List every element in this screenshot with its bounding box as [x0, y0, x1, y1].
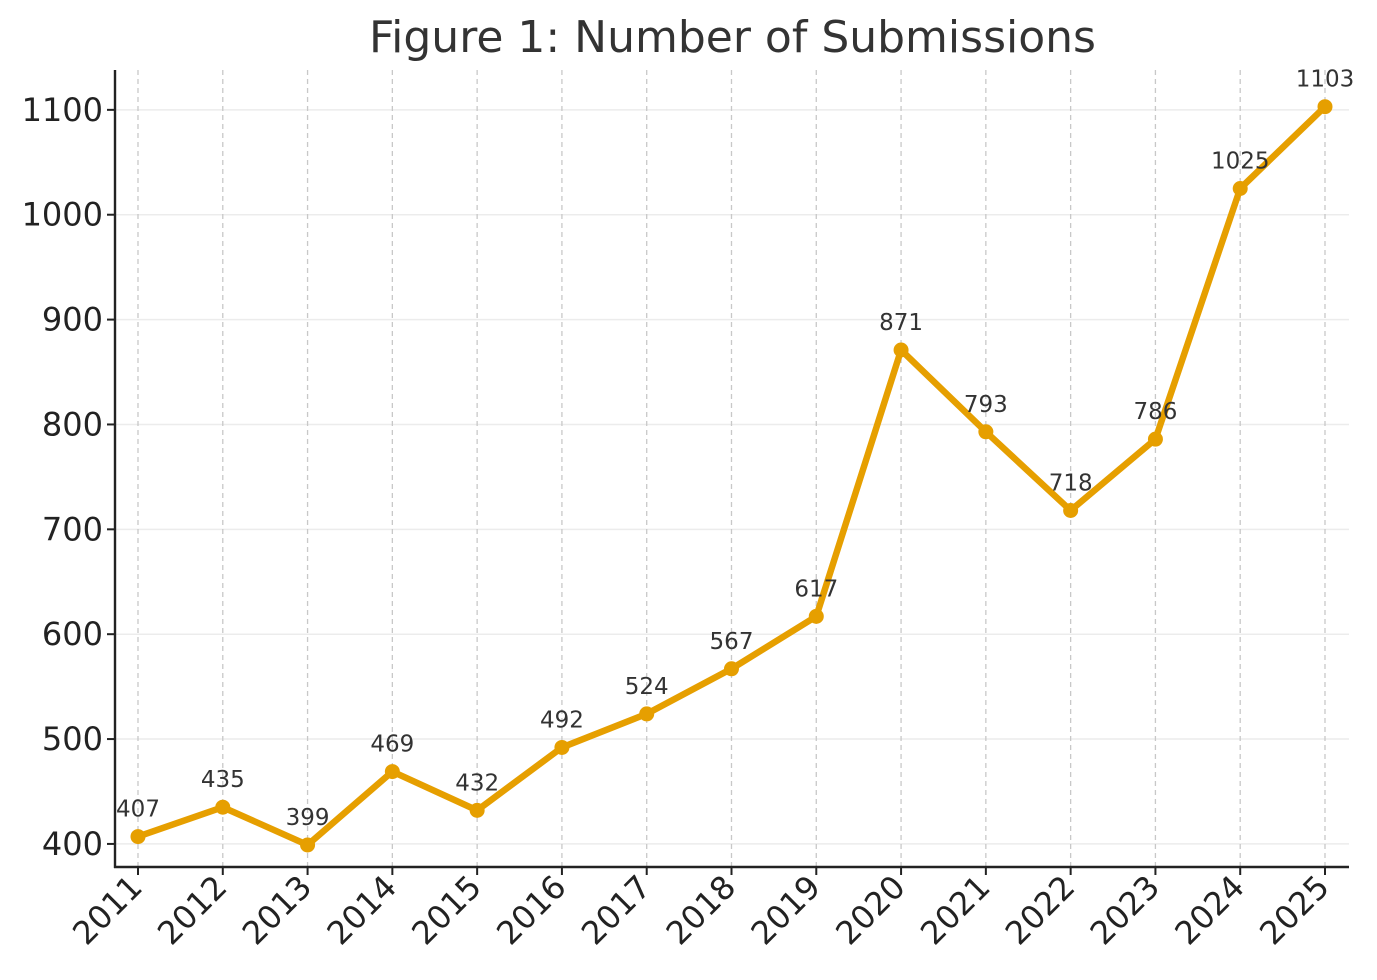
- y-tick-label: 700: [42, 510, 103, 548]
- data-point: [1317, 99, 1333, 115]
- data-label: 435: [201, 767, 245, 793]
- y-tick-label: 900: [42, 301, 103, 339]
- x-tick-label: 2017: [574, 868, 658, 952]
- x-tick-label: 2021: [913, 868, 997, 952]
- x-tick-label: 2015: [404, 868, 488, 952]
- x-tick-label: 2019: [743, 868, 827, 952]
- data-label: 524: [625, 674, 669, 700]
- data-label: 399: [286, 805, 330, 831]
- data-label: 492: [540, 707, 584, 733]
- y-tick-label: 600: [42, 615, 103, 653]
- data-label: 567: [710, 629, 754, 655]
- data-point: [215, 799, 231, 815]
- data-point: [724, 661, 739, 677]
- data-label: 718: [1049, 470, 1093, 496]
- data-label: 786: [1133, 399, 1177, 425]
- data-label: 793: [964, 392, 1008, 418]
- data-label: 1025: [1211, 149, 1270, 175]
- data-label: 432: [455, 770, 499, 796]
- data-point: [893, 342, 909, 358]
- x-tick-label: 2016: [489, 868, 573, 952]
- data-point: [1232, 181, 1248, 197]
- data-label: 407: [116, 797, 160, 823]
- y-tick-label: 1100: [22, 91, 103, 129]
- data-point: [300, 837, 316, 853]
- data-point: [469, 802, 485, 818]
- y-tick-label: 800: [42, 405, 103, 443]
- y-tick-label: 1000: [22, 196, 103, 234]
- data-point: [978, 424, 994, 440]
- data-label: 617: [794, 576, 838, 602]
- x-tick-label: 2020: [828, 868, 912, 952]
- data-point: [1063, 502, 1079, 518]
- data-point: [384, 764, 400, 780]
- data-label: 469: [370, 732, 414, 758]
- x-tick-label: 2024: [1167, 868, 1251, 952]
- x-tick-label: 2012: [150, 868, 234, 952]
- y-tick-label: 500: [42, 720, 103, 758]
- chart-title: Figure 1: Number of Submissions: [369, 12, 1096, 63]
- data-point: [1147, 431, 1163, 447]
- x-tick-label: 2018: [659, 868, 743, 952]
- x-tick-label: 2013: [235, 868, 319, 952]
- x-tick-label: 2023: [1083, 868, 1167, 952]
- data-label-layer: 407 435 399 469 432 492 524 567 617 871 793 718 786 1…: [116, 67, 1354, 831]
- series-layer: [130, 99, 1333, 853]
- x-tick-label: 2011: [65, 868, 149, 952]
- grid-layer: [115, 70, 1349, 867]
- x-tick-label: 2022: [998, 868, 1082, 952]
- data-label: 1103: [1296, 67, 1355, 93]
- data-point: [808, 608, 824, 624]
- x-tick-label: 2025: [1252, 868, 1336, 952]
- x-tick-label: 2014: [320, 868, 404, 952]
- data-point: [554, 739, 570, 755]
- y-tick-label: 400: [42, 825, 103, 863]
- data-point: [639, 706, 655, 722]
- data-point: [130, 829, 146, 845]
- data-label: 871: [879, 310, 923, 336]
